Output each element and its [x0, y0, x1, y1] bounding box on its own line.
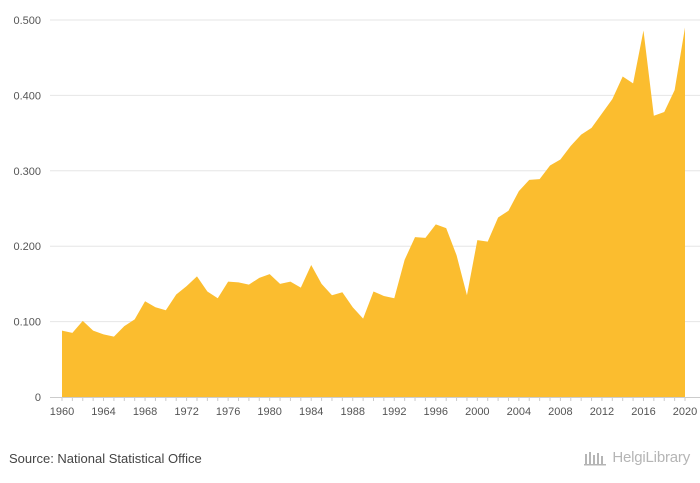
- x-tick-label: 1964: [91, 406, 115, 418]
- x-tick-label: 2008: [548, 406, 572, 418]
- x-tick-label: 1972: [174, 406, 198, 418]
- area-series: [62, 27, 685, 397]
- x-tick-label: 1968: [133, 406, 157, 418]
- y-tick-label: 0.200: [13, 241, 41, 253]
- x-tick-label: 2000: [465, 406, 489, 418]
- x-tick-label: 1996: [424, 406, 448, 418]
- y-tick-label: 0: [35, 392, 41, 404]
- library-icon: [584, 451, 607, 465]
- y-tick-label: 0.400: [13, 90, 41, 102]
- brand-name: HelgiLibrary: [612, 449, 690, 466]
- x-tick-label: 1960: [50, 406, 74, 418]
- brand-logo: HelgiLibrary: [584, 449, 690, 466]
- x-tick-label: 1988: [340, 406, 364, 418]
- area-chart: 1960 1964 1968 1972 1976 1980 1984 1988 1992 1996…: [13, 15, 700, 418]
- y-tick-label: 0.500: [13, 15, 41, 27]
- x-tick-label: 1980: [257, 406, 281, 418]
- y-axis: 0 0.100 0.200 0.300 0.400 0.500: [13, 15, 41, 404]
- x-tick-label: 1984: [299, 406, 323, 418]
- x-tick-label: 2016: [631, 406, 655, 418]
- x-tick-label: 2012: [590, 406, 614, 418]
- x-axis: 1960 1964 1968 1972 1976 1980 1984 1988 1992 1996…: [50, 397, 700, 418]
- source-note: Source: National Statistical Office: [9, 451, 202, 466]
- x-tick-label: 1976: [216, 406, 240, 418]
- x-tick-label: 1992: [382, 406, 406, 418]
- x-tick-label: 2020: [673, 406, 697, 418]
- y-tick-label: 0.100: [13, 317, 41, 329]
- x-tick-label: 2004: [507, 406, 531, 418]
- y-tick-label: 0.300: [13, 166, 41, 178]
